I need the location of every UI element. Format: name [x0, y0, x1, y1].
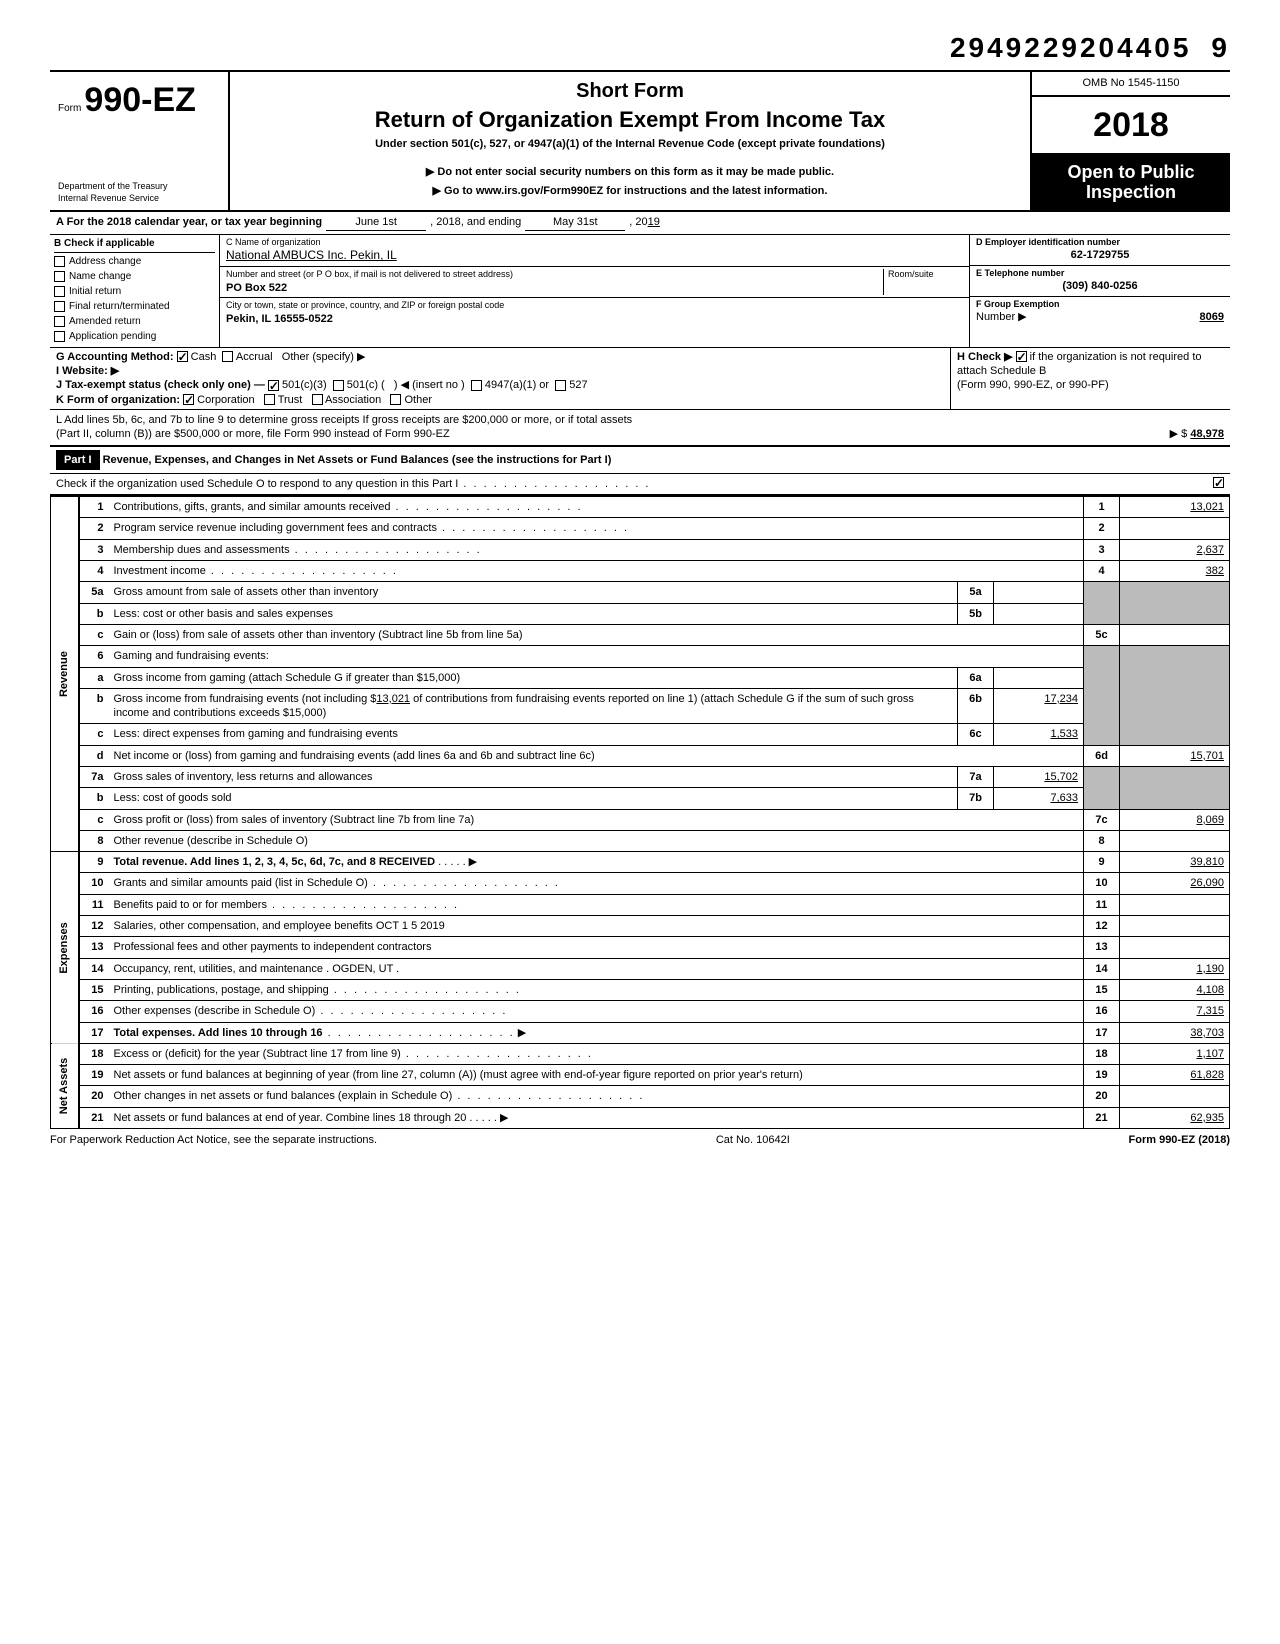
chk-cash[interactable]: [177, 351, 188, 362]
filing-number: 29492292044059: [50, 30, 1230, 66]
line-9-value: 39,810: [1120, 852, 1230, 873]
line-11-value: [1120, 894, 1230, 915]
line-4-value: 382: [1120, 561, 1230, 582]
chk-final-return[interactable]: [54, 301, 65, 312]
title-under: Under section 501(c), 527, or 4947(a)(1)…: [240, 137, 1020, 151]
line-20-value: [1120, 1086, 1230, 1107]
chk-address-change[interactable]: [54, 256, 65, 267]
expenses-label: Expenses: [51, 852, 79, 1044]
line-5a-value: [994, 582, 1084, 603]
line-7b-value: 7,633: [994, 788, 1084, 809]
line-3-value: 2,637: [1120, 539, 1230, 560]
tel-label: E Telephone number: [976, 268, 1224, 280]
dept-line-1: Department of the Treasury: [58, 181, 220, 193]
city-label: City or town, state or province, country…: [226, 300, 963, 312]
org-name[interactable]: National AMBUCS Inc. Pekin, IL: [226, 248, 963, 264]
line-10-value: 26,090: [1120, 873, 1230, 894]
chk-amended-return[interactable]: [54, 316, 65, 327]
chk-trust[interactable]: [264, 394, 275, 405]
chk-schedule-o[interactable]: [1213, 477, 1224, 488]
group-num-value[interactable]: 8069: [1200, 310, 1224, 324]
title-donot: ▶ Do not enter social security numbers o…: [240, 165, 1020, 179]
chk-527[interactable]: [555, 380, 566, 391]
title-goto: ▶ Go to www.irs.gov/Form990EZ for instru…: [240, 184, 1020, 198]
form-prefix: Form: [58, 103, 81, 114]
line-7a-value: 15,702: [994, 767, 1084, 788]
year-end[interactable]: May 31st: [525, 215, 625, 230]
line-6b-value: 17,234: [994, 688, 1084, 724]
footer-left: For Paperwork Reduction Act Notice, see …: [50, 1133, 377, 1147]
line-15-value: 4,108: [1120, 979, 1230, 1000]
chk-501c3[interactable]: [268, 380, 279, 391]
year-suffix[interactable]: 19: [648, 215, 660, 230]
dept-line-2: Internal Revenue Service: [58, 193, 220, 205]
ein-value[interactable]: 62-1729755: [976, 248, 1224, 262]
row-l-gross-receipts: L Add lines 5b, 6c, and 7b to line 9 to …: [50, 410, 1230, 447]
tax-year: 2018: [1032, 97, 1230, 155]
tel-value[interactable]: (309) 840-0256: [976, 279, 1224, 293]
row-a-tax-year: A For the 2018 calendar year, or tax yea…: [50, 212, 1230, 234]
line-18-value: 1,107: [1120, 1043, 1230, 1064]
chk-accrual[interactable]: [222, 351, 233, 362]
street-value[interactable]: PO Box 522: [226, 281, 883, 295]
revenue-label: Revenue: [51, 497, 79, 852]
footer-mid: Cat No. 10642I: [716, 1133, 790, 1147]
line-13-value: [1120, 937, 1230, 958]
room-label: Room/suite: [888, 269, 963, 281]
ein-label: D Employer identification number: [976, 237, 1224, 249]
open-to-public: Open to PublicInspection: [1032, 155, 1230, 211]
street-label: Number and street (or P O box, if mail i…: [226, 269, 883, 281]
form-number: 990-EZ: [84, 81, 196, 119]
chk-name-change[interactable]: [54, 271, 65, 282]
line-21-value: 62,935: [1120, 1107, 1230, 1128]
line-8-value: [1120, 830, 1230, 851]
line-16-value: 7,315: [1120, 1001, 1230, 1022]
form-header: Form 990-EZ Department of the Treasury I…: [50, 70, 1230, 212]
chk-association[interactable]: [312, 394, 323, 405]
line-19-value: 61,828: [1120, 1065, 1230, 1086]
chk-other-org[interactable]: [390, 394, 401, 405]
city-value[interactable]: Pekin, IL 16555-0522: [226, 312, 963, 326]
chk-501c[interactable]: [333, 380, 344, 391]
line-6d-value: 15,701: [1120, 745, 1230, 766]
part-1-header: Part I Revenue, Expenses, and Changes in…: [50, 447, 1230, 474]
org-name-label: C Name of organization: [226, 237, 963, 249]
line-6a-value: [994, 667, 1084, 688]
line-5b-value: [994, 603, 1084, 624]
footer-right: Form 990-EZ (2018): [1129, 1133, 1230, 1147]
group-num-label: Number ▶: [976, 310, 1060, 324]
lines-table: Revenue 1 Contributions, gifts, grants, …: [50, 496, 1230, 1129]
line-7c-value: 8,069: [1120, 809, 1230, 830]
col-b-checkboxes: B Check if applicable Address change Nam…: [50, 235, 220, 347]
line-2-value: [1120, 518, 1230, 539]
chk-corporation[interactable]: [183, 394, 194, 405]
line-17-value: 38,703: [1120, 1022, 1230, 1043]
line-6c-value: 1,533: [994, 724, 1084, 745]
chk-application-pending[interactable]: [54, 331, 65, 342]
chk-schedule-b[interactable]: [1016, 351, 1027, 362]
title-return: Return of Organization Exempt From Incom…: [240, 106, 1020, 135]
chk-4947a1[interactable]: [471, 380, 482, 391]
group-exemption-label: F Group Exemption: [976, 299, 1060, 311]
year-begin[interactable]: June 1st: [326, 215, 426, 230]
net-assets-label: Net Assets: [51, 1043, 79, 1128]
line-14-value: 1,190: [1120, 958, 1230, 979]
title-short: Short Form: [240, 78, 1020, 104]
line-12-value: [1120, 916, 1230, 937]
omb-number: OMB No 1545-1150: [1032, 72, 1230, 96]
page-footer: For Paperwork Reduction Act Notice, see …: [50, 1129, 1230, 1147]
line-1-value: 13,021: [1120, 497, 1230, 518]
chk-initial-return[interactable]: [54, 286, 65, 297]
line-5c-value: [1120, 624, 1230, 645]
gross-receipts-total: 48,978: [1190, 428, 1224, 440]
